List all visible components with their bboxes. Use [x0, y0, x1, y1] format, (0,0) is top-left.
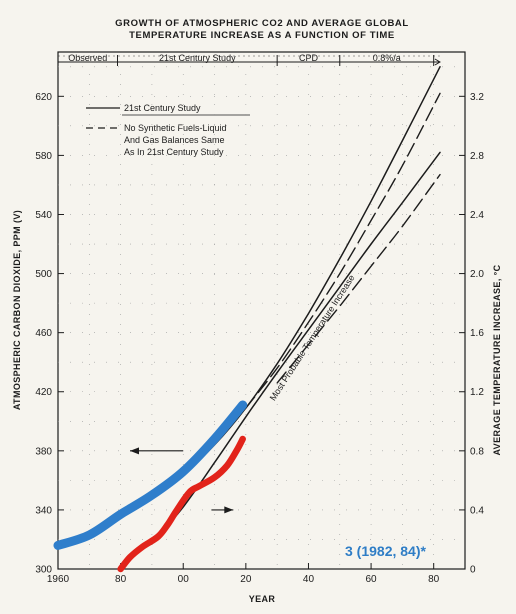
y-tick-label: 620: [35, 92, 52, 103]
legend: 21st Century Study No Synthetic Fuels-Li…: [86, 103, 250, 157]
y-tick-label: 380: [35, 446, 52, 457]
y2-tick-label: 0.4: [470, 505, 484, 516]
temperature-annotation: Most Probable Temperature Increase: [268, 273, 357, 403]
x-tick-label: 60: [366, 574, 378, 585]
legend-entry-dashed-line-1: No Synthetic Fuels-Liquid: [124, 123, 227, 133]
legend-entry-dashed-line-3: As In 21st Century Study: [124, 147, 224, 157]
y2-tick-label: 2.8: [470, 151, 484, 162]
y2-tick-label: 3.2: [470, 92, 484, 103]
period-label: CPD: [299, 53, 319, 63]
y2-tick-label: 0: [470, 565, 476, 576]
x-tick-label: 80: [428, 574, 440, 585]
arrow-head-right: [224, 506, 234, 514]
overlay-annotation: 3 (1982, 84)*: [345, 543, 426, 559]
y2-tick-label: 1.2: [470, 387, 484, 398]
y-tick-label: 420: [35, 387, 52, 398]
overlay-layer: [53, 400, 248, 573]
x-tick-label: 20: [240, 574, 252, 585]
y-tick-label: 500: [35, 269, 52, 280]
y2-tick-label: 2.0: [470, 269, 484, 280]
period-band-arrowhead: [434, 58, 441, 66]
period-bar: Observed 21st Century Study CPD 0.8%/a: [58, 53, 441, 66]
overlay-observed-co2: [53, 400, 248, 550]
y-tick-label: 580: [35, 151, 52, 162]
arrow-head-left: [130, 447, 140, 455]
y2-axis-title: AVERAGE TEMPERATURE INCREASE, °C: [492, 264, 502, 455]
y-tick-label: 460: [35, 328, 52, 339]
legend-entry-dashed-line-2: And Gas Balances Same: [124, 135, 225, 145]
y-tick-label: 340: [35, 505, 52, 516]
grid-layer: [58, 66, 465, 569]
y2-tick-label: 1.6: [470, 328, 484, 339]
series-line-dashed-1: [245, 92, 441, 409]
axis-ticks: 300 340 380 420 460 500 540 580 620 0 0.4 0.8 1.2 1.6…: [35, 92, 484, 585]
y-axis-title: ATMOSPHERIC CARBON DIOXIDE, PPM (V): [12, 210, 22, 410]
y2-tick-label: 0.8: [470, 446, 484, 457]
overlay-observed-temperature: [117, 435, 246, 573]
y-tick-label: 540: [35, 210, 52, 221]
y-tick-label: 300: [35, 565, 52, 576]
y2-tick-label: 2.4: [470, 210, 484, 221]
chart-title: GROWTH OF ATMOSPHERIC CO2 AND AVERAGE GL…: [115, 18, 409, 29]
period-label: 21st Century Study: [159, 53, 236, 63]
x-tick-label: 1960: [47, 574, 70, 585]
period-label: 0.8%/a: [373, 53, 401, 63]
x-tick-label: 00: [178, 574, 190, 585]
x-tick-label: 80: [115, 574, 127, 585]
series-line-dashed-3: [276, 173, 441, 384]
period-label: Observed: [68, 53, 107, 63]
x-axis-title: YEAR: [249, 594, 276, 604]
x-tick-label: 40: [303, 574, 315, 585]
legend-entry-solid: 21st Century Study: [124, 103, 201, 113]
plot-frame: [57, 51, 466, 570]
annotation-layer: Most Probable Temperature Increase: [130, 273, 357, 514]
chart-subtitle: TEMPERATURE INCREASE AS A FUNCTION OF TI…: [129, 30, 395, 41]
